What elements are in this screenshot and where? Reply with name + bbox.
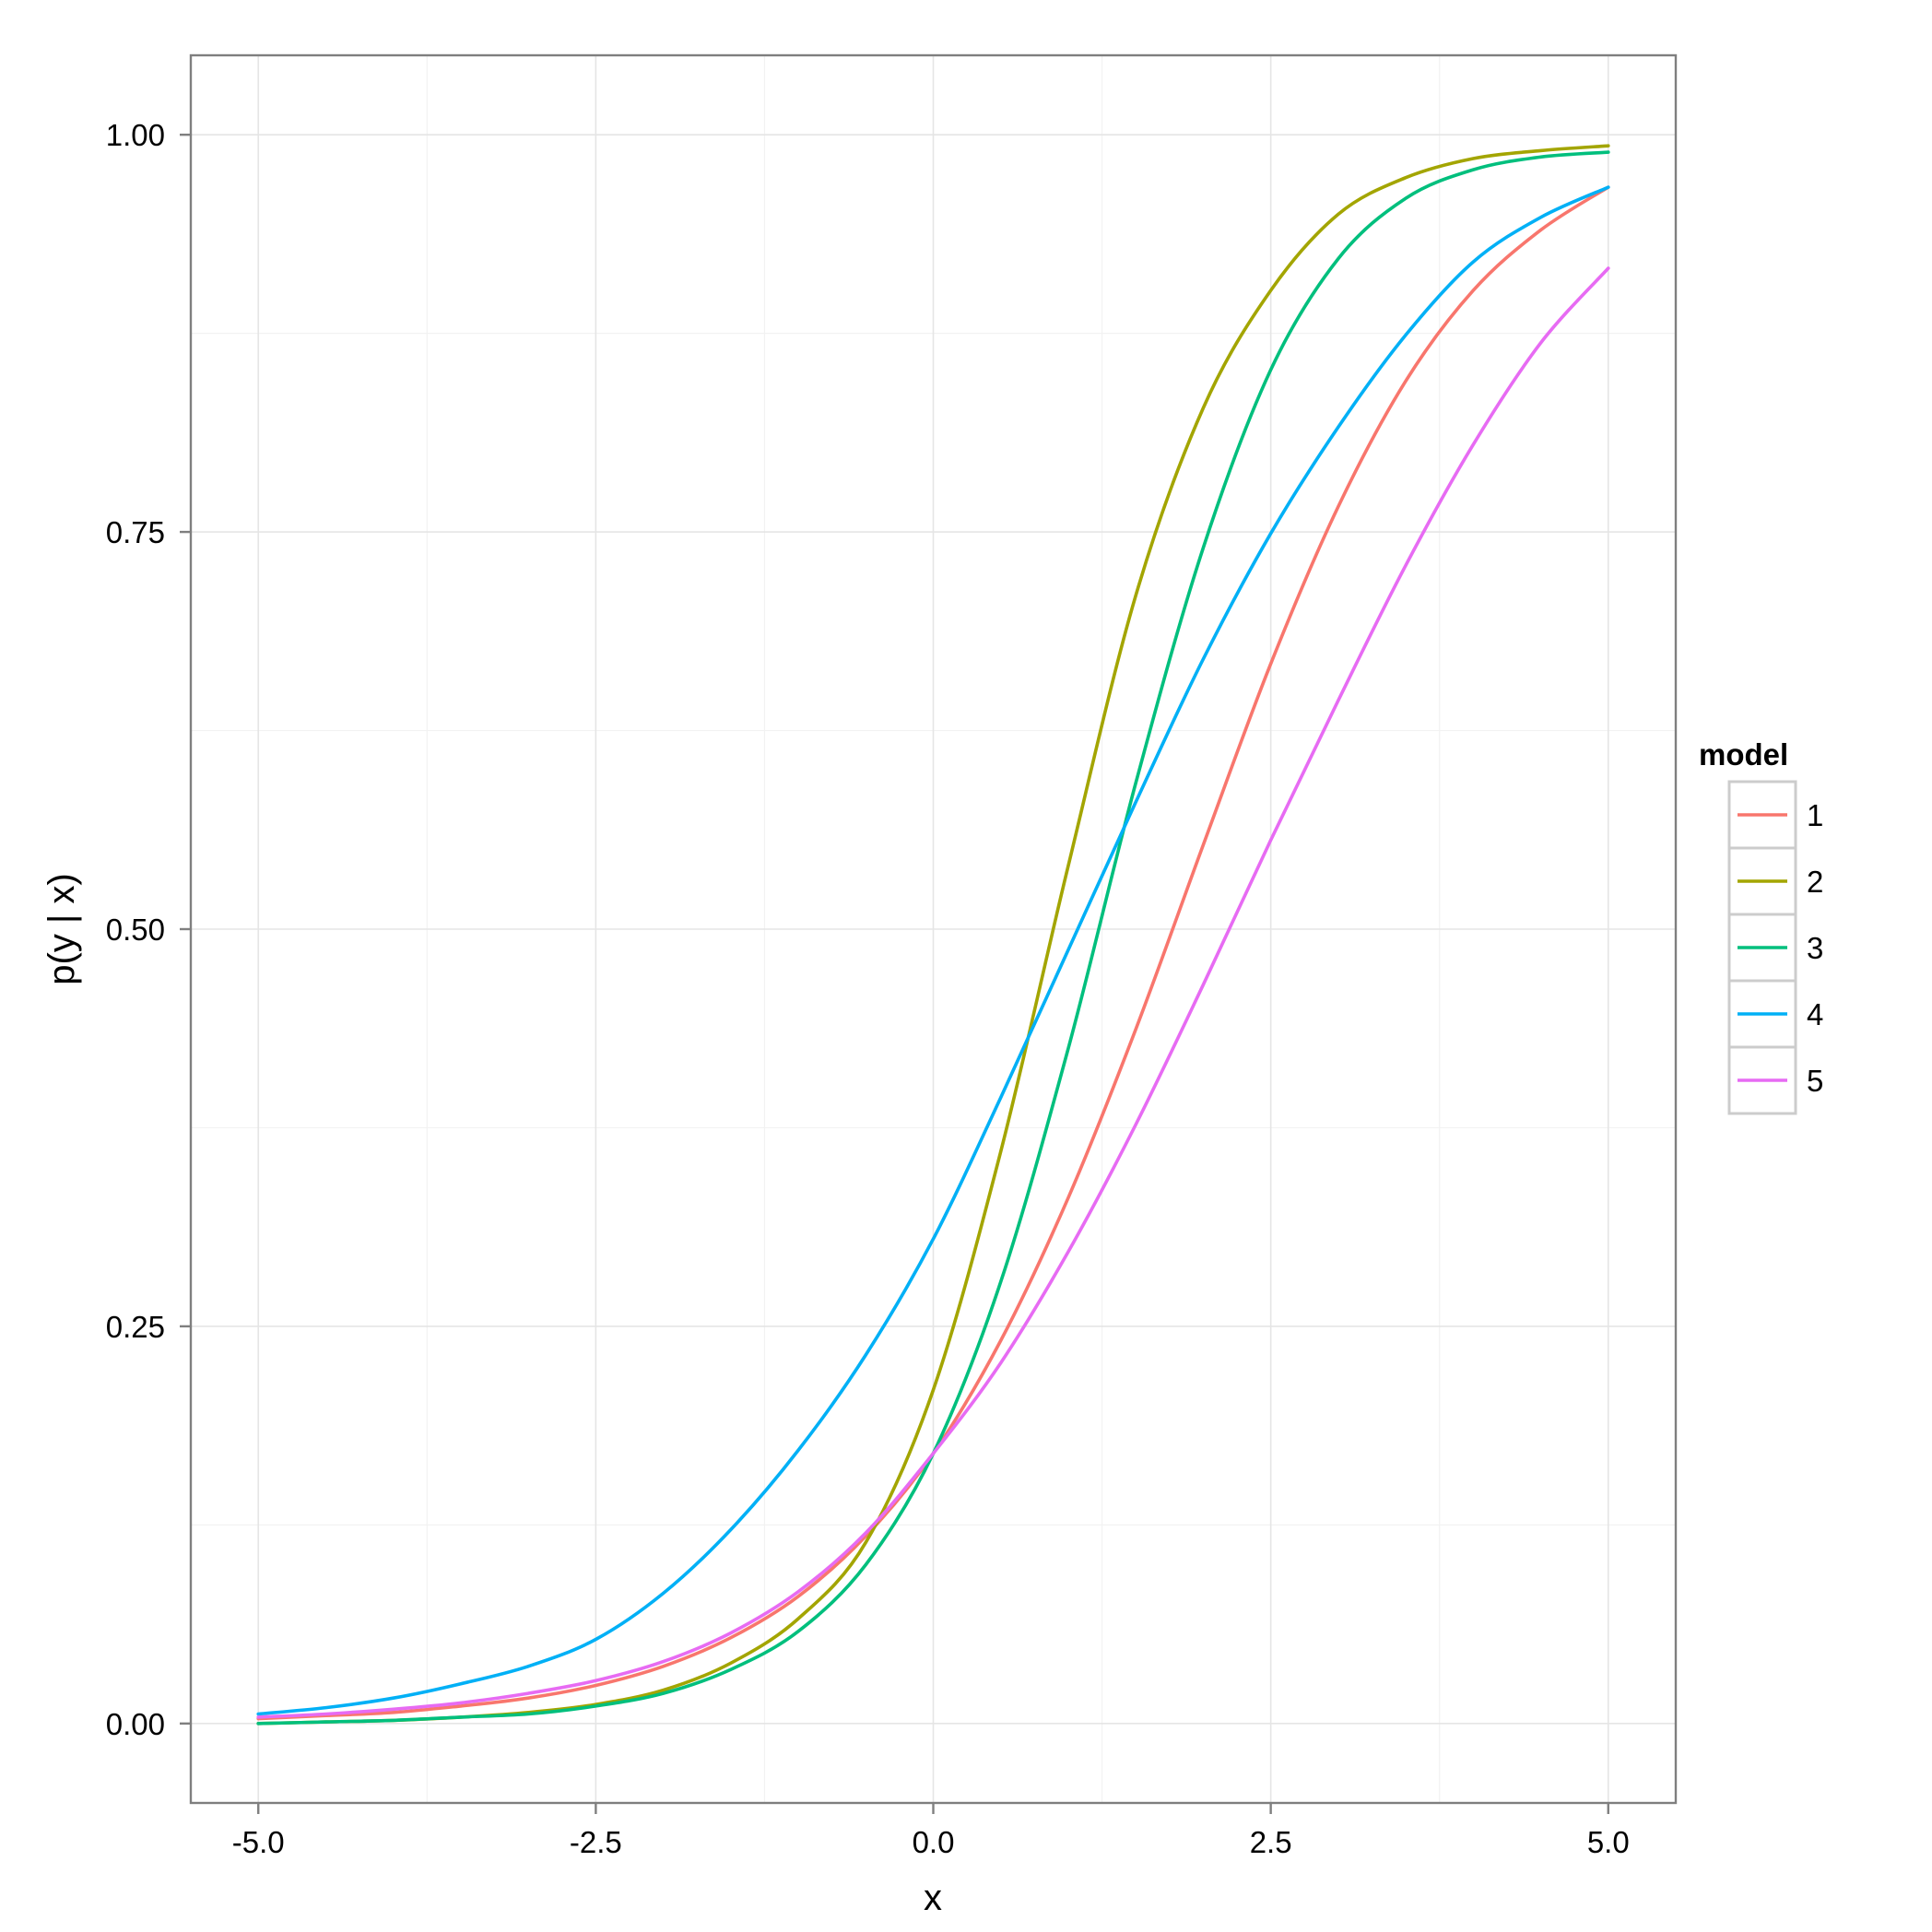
x-tick-label: -2.5	[570, 1825, 622, 1859]
y-axis-title: p(y | x)	[41, 873, 82, 985]
y-tick-label: 0.50	[106, 913, 165, 947]
series-line-model-5	[256, 266, 1610, 1719]
y-tick-label: 0.25	[106, 1310, 165, 1344]
legend-label: 4	[1807, 997, 1823, 1031]
series-line-model-4	[256, 185, 1610, 1716]
axis-ticks: -5.0 -2.5 0.0 2.5 5.0 0.00 0.25 0.50 0.75 1.00	[106, 118, 1630, 1859]
x-tick-label: -5.0	[232, 1825, 285, 1859]
y-tick-label: 1.00	[106, 118, 165, 152]
x-tick-label: 5.0	[1587, 1825, 1630, 1859]
x-tick-label: 2.5	[1250, 1825, 1292, 1859]
y-tick-label: 0.75	[106, 515, 165, 549]
series-line-model-3	[256, 150, 1610, 1726]
major-gridlines	[191, 55, 1676, 1803]
legend-label: 5	[1807, 1064, 1823, 1098]
legend-label: 1	[1807, 798, 1823, 832]
legend-label: 3	[1807, 931, 1823, 965]
legend: model 1 2 3 4 5	[1699, 737, 1823, 1115]
legend-label: 2	[1807, 865, 1823, 899]
legend-items: 1 2 3 4 5	[1727, 780, 1823, 1115]
series-line-model-1	[256, 185, 1610, 1721]
y-tick-label: 0.00	[106, 1707, 165, 1741]
legend-title: model	[1699, 737, 1788, 772]
x-tick-label: 0.0	[913, 1825, 955, 1859]
series-lines	[256, 144, 1610, 1726]
x-axis-title: x	[924, 1878, 942, 1918]
